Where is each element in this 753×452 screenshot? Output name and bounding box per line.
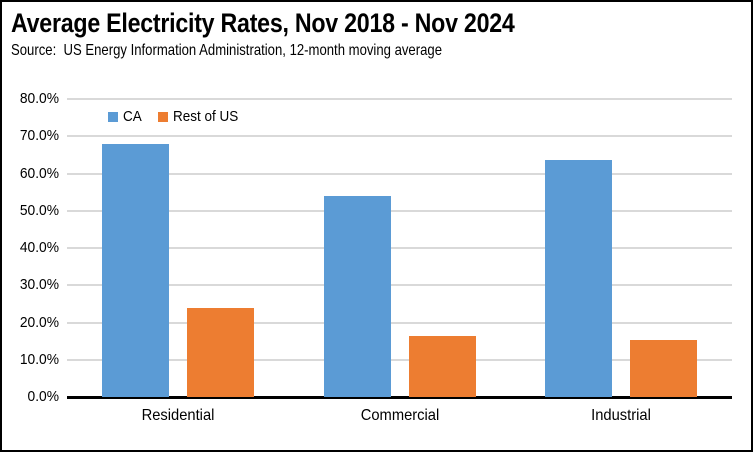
bar-ca-residential bbox=[101, 143, 169, 397]
gridline bbox=[67, 321, 732, 324]
x-axis-labels: Residential Commercial Industrial bbox=[67, 407, 732, 431]
bar-rest-of-us-industrial bbox=[630, 340, 698, 397]
gridline bbox=[67, 358, 732, 361]
legend-swatch bbox=[157, 111, 168, 122]
y-axis-tick-label: 20.0% bbox=[19, 313, 59, 331]
x-axis-label-industrial: Industrial bbox=[591, 407, 652, 424]
bar-rest-of-us-residential bbox=[186, 307, 254, 397]
legend-label: CA bbox=[123, 108, 142, 125]
y-axis-tick-label: 40.0% bbox=[19, 239, 59, 256]
gridline bbox=[67, 172, 732, 175]
x-axis-line bbox=[67, 396, 732, 399]
bar-ca-industrial bbox=[545, 160, 613, 397]
gridline bbox=[67, 135, 732, 138]
plot-area bbox=[67, 98, 732, 399]
legend-item-rest-of-us: Rest of US bbox=[157, 108, 246, 125]
legend: CA Rest of US bbox=[108, 108, 245, 125]
category-group-industrial bbox=[545, 99, 698, 397]
y-axis-tick-label: 30.0% bbox=[19, 276, 59, 294]
gridline bbox=[67, 247, 732, 249]
category-group-residential bbox=[101, 99, 254, 397]
y-axis-tick-label: 50.0% bbox=[19, 201, 59, 219]
legend-swatch bbox=[108, 111, 118, 122]
chart-subtitle: Source: US Energy Information Administra… bbox=[11, 42, 442, 59]
category-group-commercial bbox=[323, 99, 476, 397]
y-axis-tick-label: 80.0% bbox=[19, 90, 59, 107]
bar-rest-of-us-commercial bbox=[408, 336, 476, 397]
y-axis-tick-label: 60.0% bbox=[19, 164, 59, 182]
gridline bbox=[67, 209, 732, 212]
chart-title: Average Electricity Rates, Nov 2018 - No… bbox=[11, 8, 515, 38]
legend-item-ca: CA bbox=[108, 108, 144, 125]
y-axis-tick-label: 10.0% bbox=[19, 350, 59, 368]
legend-label: Rest of US bbox=[172, 108, 239, 125]
y-axis-tick-label: 0.0% bbox=[27, 388, 59, 405]
y-axis: 0.0% 10.0% 20.0% 30.0% 40.0% 50.0% 60.0% 70.0% 8… bbox=[2, 90, 59, 405]
x-axis-label-residential: Residential bbox=[141, 407, 215, 424]
gridline bbox=[67, 98, 732, 100]
gridline bbox=[67, 284, 732, 287]
y-axis-tick-label: 70.0% bbox=[19, 127, 59, 145]
x-axis-label-commercial: Commercial bbox=[360, 407, 439, 424]
bar-ca-commercial bbox=[323, 195, 391, 397]
